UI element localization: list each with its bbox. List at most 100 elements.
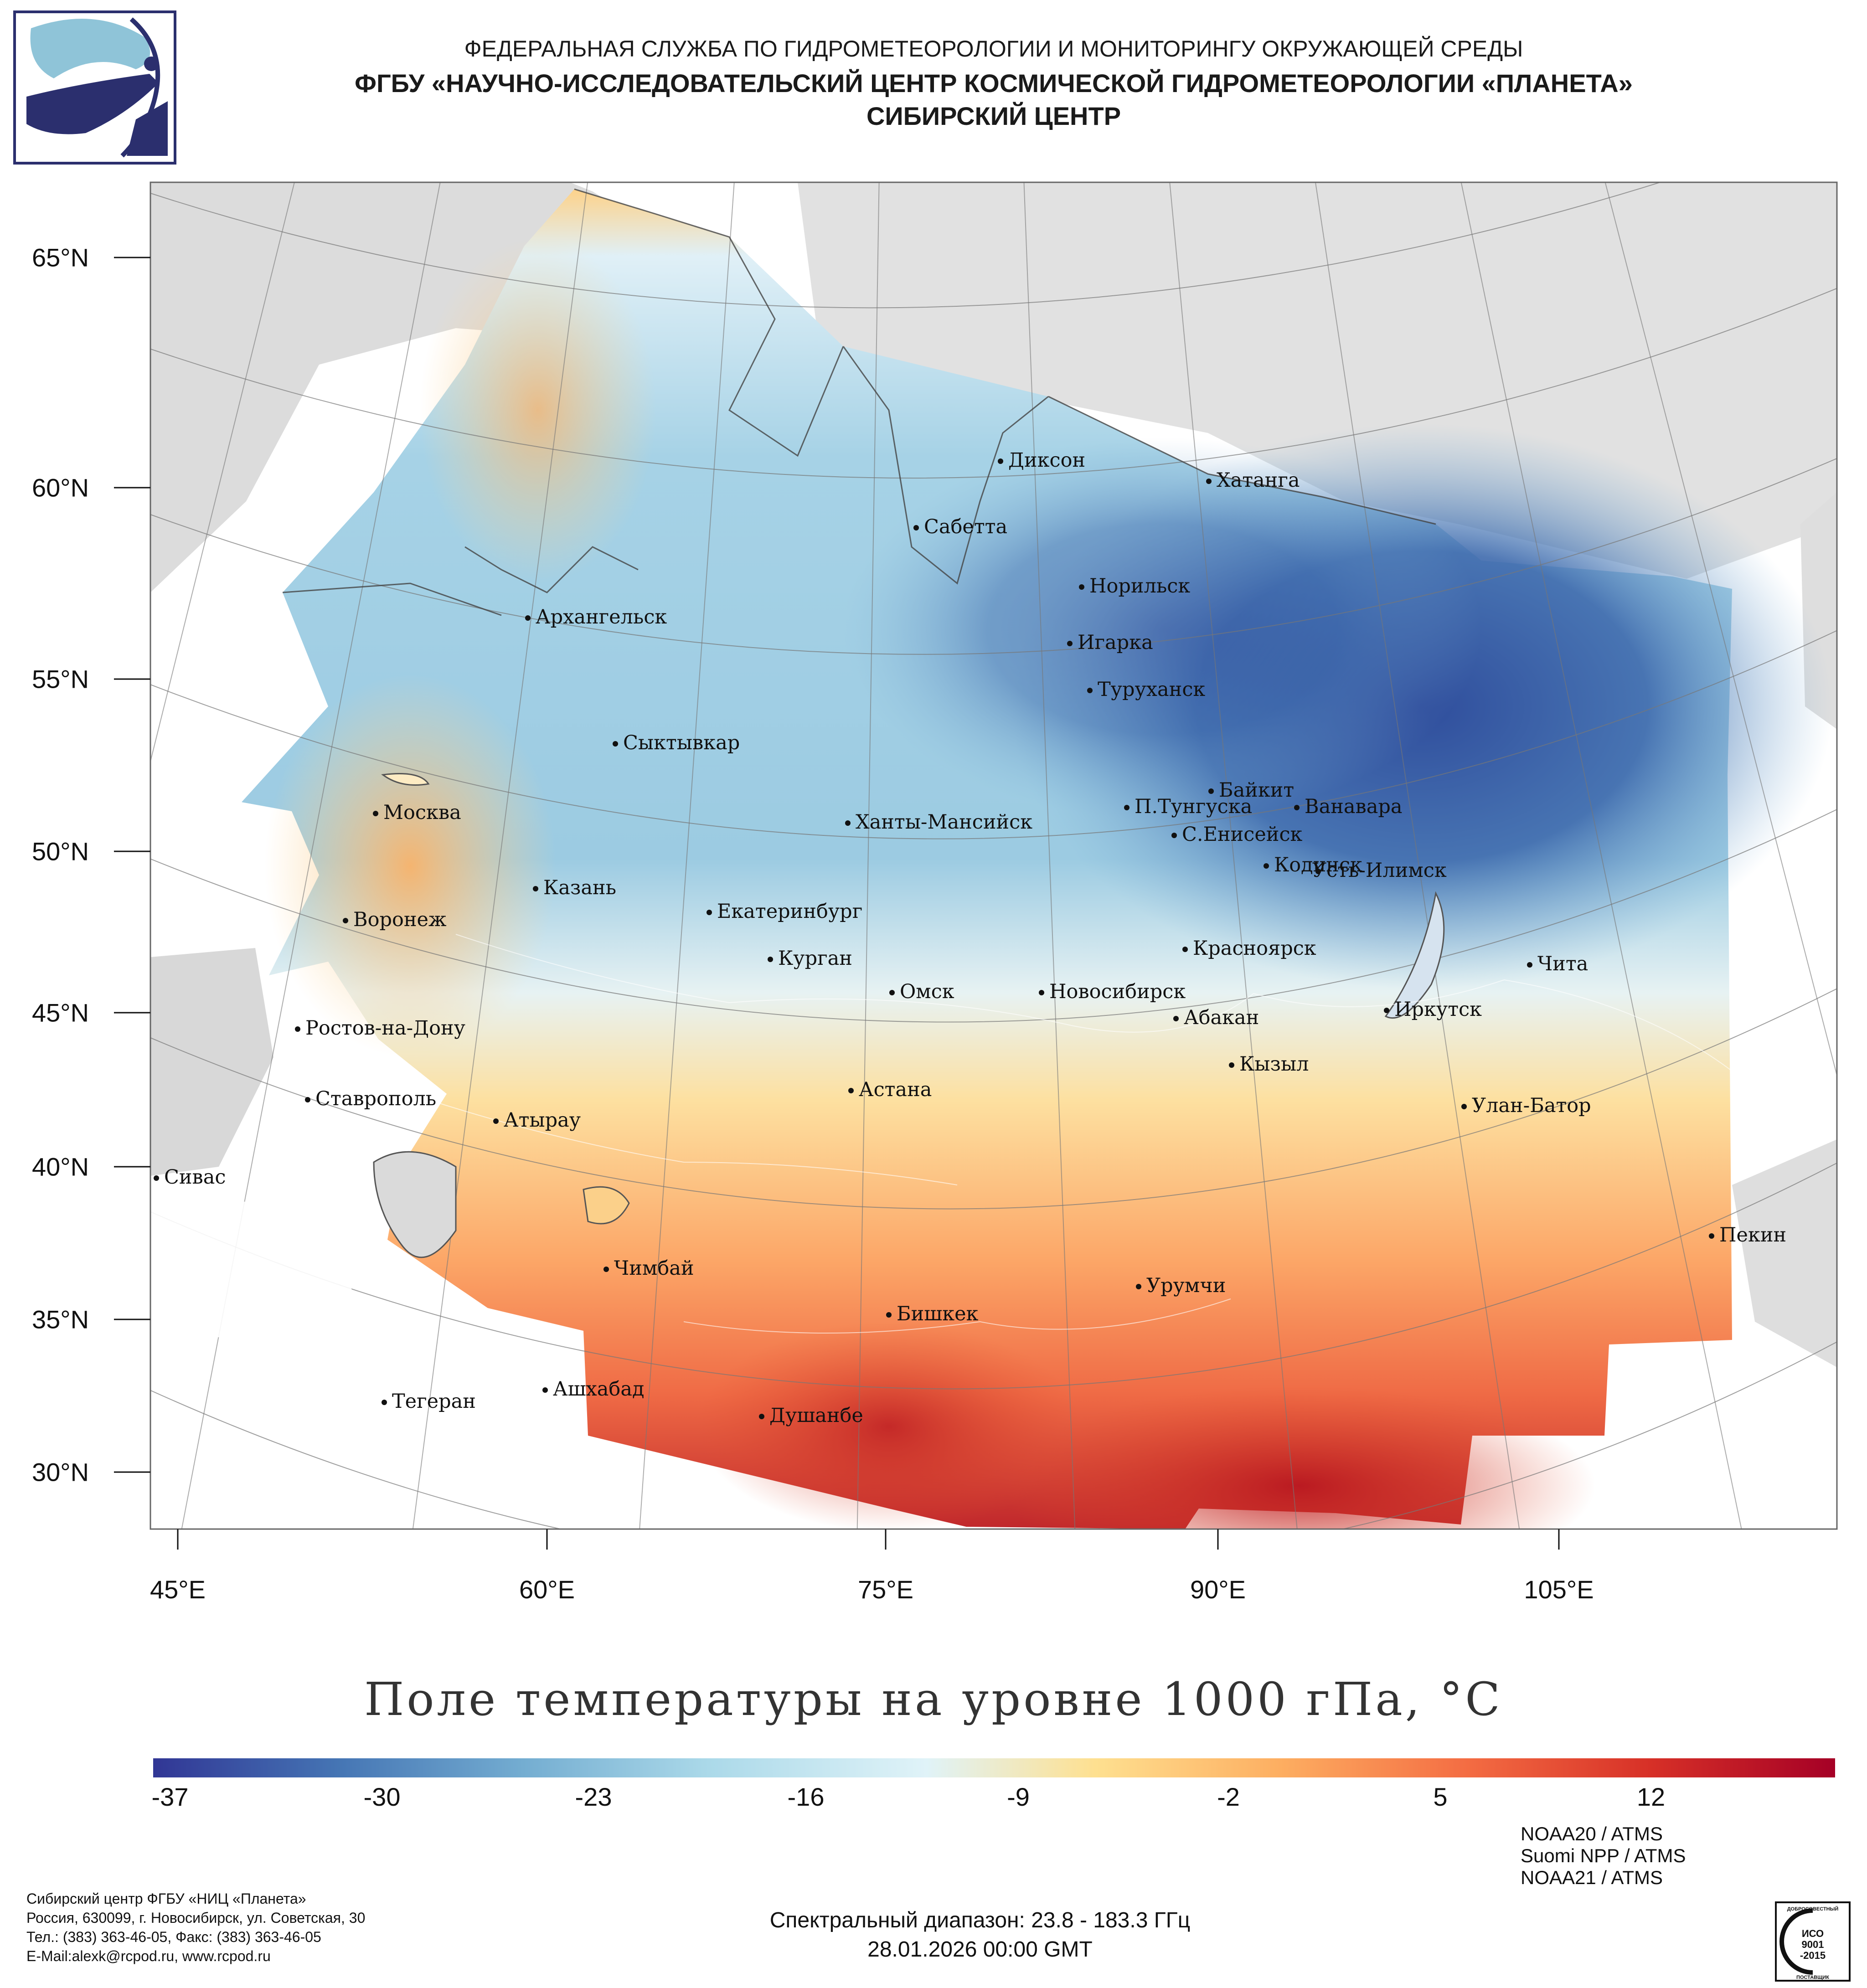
city-label: Тегеран bbox=[392, 1390, 476, 1413]
city-marker: Бишкек bbox=[886, 1303, 979, 1325]
city-label: Красноярск bbox=[1193, 937, 1316, 960]
city-label: Екатеринбург bbox=[717, 900, 862, 923]
city-label: П.Тунгуска bbox=[1135, 795, 1252, 818]
city-marker: Хатанга bbox=[1206, 469, 1300, 492]
city-marker: Воронеж bbox=[343, 908, 447, 931]
city-label: Усть-Илимск bbox=[1312, 859, 1447, 882]
city-label: Чита bbox=[1537, 953, 1588, 975]
caspian-sea bbox=[373, 1151, 457, 1258]
lat-label: 65°N bbox=[32, 243, 89, 272]
hot-region-tibet bbox=[1003, 1385, 1595, 1529]
city-marker: Омск bbox=[889, 980, 954, 1003]
sensor-list: NOAA20 / ATMS Suomi NPP / ATMS NOAA21 / … bbox=[1521, 1823, 1686, 1889]
colorbar-tick: -16 bbox=[787, 1782, 825, 1811]
address-line: Сибирский центр ФГБУ «НИЦ «Планета» bbox=[26, 1890, 306, 1907]
city-marker: Новосибирск bbox=[1039, 980, 1186, 1003]
address-line: E-Mail:alexk@rcpod.ru, www.rcpod.ru bbox=[26, 1948, 271, 1964]
city-marker: Туруханск bbox=[1087, 678, 1205, 701]
warm-region-west bbox=[264, 675, 556, 1057]
land-anatolia bbox=[150, 948, 273, 1176]
city-label: Норильск bbox=[1089, 575, 1190, 597]
rybinsk-reservoir bbox=[381, 773, 430, 786]
city-marker: Ростов-на-Дону bbox=[295, 1017, 465, 1040]
city-marker: Сабетта bbox=[913, 515, 1007, 538]
lon-label: 60°E bbox=[519, 1575, 575, 1604]
graticule-parallels bbox=[150, 182, 1837, 1529]
lat-label: 35°N bbox=[32, 1305, 89, 1334]
city-marker: Иркутск bbox=[1384, 998, 1482, 1021]
city-marker: Атырау bbox=[493, 1109, 581, 1132]
city-marker: Архангельск bbox=[525, 606, 667, 628]
coastlines bbox=[282, 188, 1436, 616]
iso-certificate-badge: ДОБРОСОВЕСТНЫЙ ИСО 9001 -2015 ПОСТАВЩИК bbox=[1775, 1901, 1851, 1982]
city-marker: Урумчи bbox=[1136, 1274, 1226, 1297]
colorbar bbox=[153, 1758, 1835, 1777]
city-marker: Усть-Илимск bbox=[1312, 859, 1447, 882]
city-label: Атырау bbox=[504, 1109, 581, 1132]
city-label: Ростов-на-Дону bbox=[305, 1017, 465, 1040]
city-label: Туруханск bbox=[1098, 678, 1205, 701]
iso-text: ИСО bbox=[1802, 1928, 1824, 1939]
city-label: Ашхабад bbox=[553, 1378, 644, 1401]
lat-label: 45°N bbox=[32, 998, 89, 1027]
city-marker: Ашхабад bbox=[542, 1378, 644, 1401]
city-label: Сыктывкар bbox=[623, 731, 740, 754]
city-marker: Байкит bbox=[1208, 779, 1294, 802]
graticule-meridians bbox=[150, 182, 1837, 1529]
city-label: Москва bbox=[383, 801, 461, 824]
sensor-item: Suomi NPP / ATMS bbox=[1521, 1845, 1686, 1866]
temperature-map: Диксон Хатанга Сабетта Норильск Архангел… bbox=[114, 181, 1838, 1550]
colorbar-tick: 12 bbox=[1636, 1782, 1666, 1811]
city-marker: Чита bbox=[1527, 953, 1588, 975]
city-marker: Душанбе bbox=[759, 1404, 863, 1427]
lat-label: 40°N bbox=[32, 1152, 89, 1181]
map-border bbox=[150, 181, 1838, 1530]
city-marker: Ванавара bbox=[1294, 795, 1403, 818]
colorbar-tick: -2 bbox=[1217, 1782, 1240, 1811]
city-label: Астана bbox=[859, 1078, 932, 1101]
aral-sea bbox=[583, 1186, 630, 1225]
city-marker: Тегеран bbox=[382, 1390, 476, 1413]
spectral-range: Спектральный диапазон: 23.8 - 183.3 ГГц bbox=[769, 1908, 1191, 1932]
city-marker: Абакан bbox=[1173, 1006, 1259, 1029]
city-marker: Казань bbox=[533, 876, 616, 899]
map-title: Поле температуры на уровне 1000 гПа, °C bbox=[364, 1673, 1503, 1726]
iso-year: -2015 bbox=[1800, 1950, 1826, 1961]
city-label: Новосибирск bbox=[1049, 980, 1186, 1003]
contact-address: Сибирский центр ФГБУ «НИЦ «Планета» Росс… bbox=[26, 1889, 365, 1966]
colorbar-tick: -23 bbox=[575, 1782, 612, 1811]
colorbar-tick: -37 bbox=[151, 1782, 189, 1811]
iso-bottom-text: ПОСТАВЩИК bbox=[1796, 1975, 1829, 1980]
city-label: Бишкек bbox=[897, 1303, 979, 1325]
city-label: Иркутск bbox=[1394, 998, 1482, 1021]
city-marker: Екатеринбург bbox=[707, 900, 862, 923]
iso-number: 9001 bbox=[1802, 1939, 1824, 1950]
lat-label: 50°N bbox=[32, 837, 89, 866]
land-korea bbox=[1732, 1139, 1837, 1367]
city-label: Курган bbox=[778, 947, 852, 970]
header-center: СИБИРСКИЙ ЦЕНТР bbox=[866, 102, 1121, 130]
caspian-area bbox=[150, 1194, 365, 1344]
city-marker: Красноярск bbox=[1182, 937, 1316, 960]
city-label: Кызыл bbox=[1239, 1053, 1309, 1076]
planeta-logo bbox=[13, 10, 176, 165]
city-label: Ставрополь bbox=[315, 1087, 436, 1110]
city-label: Абакан bbox=[1184, 1006, 1259, 1029]
address-line: Тел.: (383) 363-46-05, Факс: (383) 363-4… bbox=[26, 1929, 321, 1945]
city-label: Диксон bbox=[1008, 449, 1085, 472]
sensor-item: NOAA21 / ATMS bbox=[1521, 1867, 1663, 1888]
city-label: Казань bbox=[543, 876, 616, 899]
city-marker: Сыктывкар bbox=[613, 731, 740, 754]
city-label: Урумчи bbox=[1146, 1274, 1226, 1297]
city-marker: Кызыл bbox=[1229, 1053, 1309, 1076]
colorbar-tick: -30 bbox=[363, 1782, 401, 1811]
observation-datetime: 28.01.2026 00:00 GMT bbox=[867, 1937, 1093, 1962]
lat-label: 30°N bbox=[32, 1458, 89, 1487]
city-marker: Астана bbox=[848, 1078, 932, 1101]
city-label: Ванавара bbox=[1305, 795, 1403, 818]
spectral-info: Спектральный диапазон: 23.8 - 183.3 ГГц … bbox=[593, 1906, 1367, 1964]
lon-label: 75°E bbox=[857, 1575, 914, 1604]
city-label: Чимбай bbox=[614, 1257, 694, 1280]
city-label: Душанбе bbox=[769, 1404, 863, 1427]
city-marker: Ханты-Мансийск bbox=[845, 811, 1032, 834]
